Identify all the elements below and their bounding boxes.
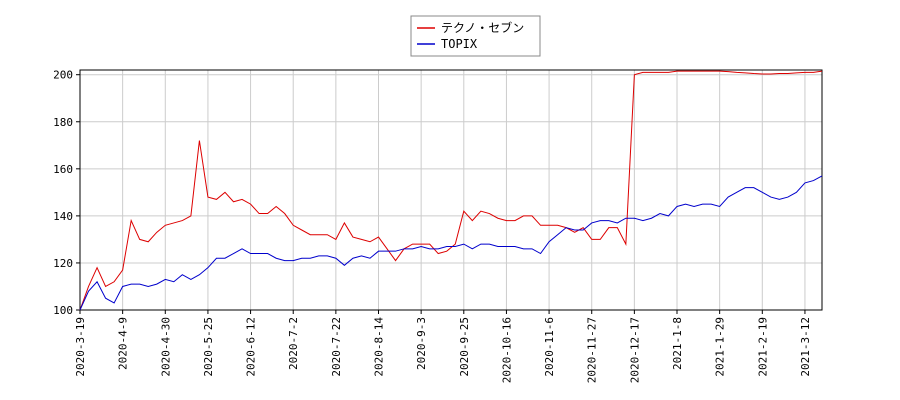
y-tick-label: 200 — [53, 69, 73, 82]
x-tick-label: 2020-7-22 — [330, 317, 343, 377]
y-tick-label: 160 — [53, 163, 73, 176]
x-tick-label: 2020-9-25 — [458, 317, 471, 377]
x-tick-label: 2020-4-9 — [117, 317, 130, 370]
y-tick-label: 140 — [53, 210, 73, 223]
legend-label: テクノ・セブン — [441, 20, 524, 35]
x-tick-label: 2020-8-14 — [373, 317, 386, 377]
x-tick-label: 2020-11-6 — [543, 317, 556, 377]
x-tick-label: 2020-4-30 — [159, 317, 172, 377]
x-tick-label: 2021-1-8 — [671, 317, 684, 370]
x-tick-label: 2020-12-17 — [628, 317, 641, 383]
series-line — [79, 70, 823, 311]
y-tick-label: 180 — [53, 116, 73, 129]
x-tick-label: 2020-5-25 — [202, 317, 215, 377]
x-tick-label: 2020-7-2 — [287, 317, 300, 370]
legend-label: TOPIX — [441, 37, 478, 51]
x-tick-label: 2020-6-12 — [245, 317, 258, 377]
x-tick-label: 2021-1-29 — [714, 317, 727, 377]
x-tick-label: 2020-10-16 — [500, 317, 513, 383]
legend: テクノ・セブン TOPIX — [410, 15, 541, 57]
x-tick-label: 2020-9-3 — [415, 317, 428, 370]
series-line — [79, 175, 823, 311]
x-tick-label: 2021-2-19 — [756, 317, 769, 377]
plot-frame — [79, 69, 823, 311]
x-tick-label: 2020-3-19 — [74, 317, 87, 377]
y-tick-label: 120 — [53, 257, 73, 270]
legend-box — [410, 15, 541, 57]
x-tick-label: 2020-11-27 — [586, 317, 599, 383]
x-tick-label: 2021-3-12 — [799, 317, 812, 377]
y-tick-label: 100 — [53, 304, 73, 317]
